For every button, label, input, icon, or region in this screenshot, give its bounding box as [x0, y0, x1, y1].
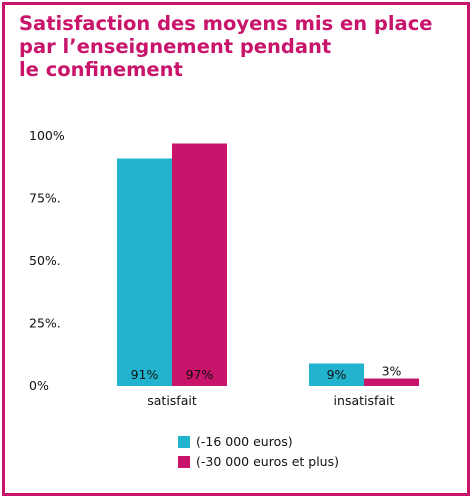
chart-title-line-2: par l’enseignement pendant [19, 35, 332, 58]
bar-labels: 91% 97% 9% 3% [131, 364, 402, 383]
bar-label-insatisfait-series-2: 3% [382, 364, 402, 379]
legend-label-series-1: (-16 000 euros) [196, 434, 293, 449]
chart-title-line-1: Satisfaction des moyens mis en place [19, 12, 433, 35]
category-label-insatisfait: insatisfait [334, 393, 395, 408]
bar-label-satisfait-series-2: 97% [186, 367, 214, 382]
bar-label-satisfait-series-1: 91% [131, 367, 159, 382]
bar-satisfait-series-1 [117, 158, 172, 386]
y-axis: 100% 75%. 50%. 25%. 0% [29, 128, 65, 393]
legend-swatch-series-2 [178, 456, 190, 468]
category-label-satisfait: satisfait [147, 393, 197, 408]
legend-swatch-series-1 [178, 436, 190, 448]
bar-satisfait-series-2 [172, 143, 227, 386]
legend-item-series-1: (-16 000 euros) [178, 432, 339, 452]
chart-title-line-3: le confinement [19, 58, 183, 81]
y-tick-label-0: 100% [29, 128, 65, 143]
y-tick-label-1: 75%. [29, 191, 61, 206]
chart-title: Satisfaction des moyens mis en place par… [19, 12, 459, 81]
legend: (-16 000 euros) (-30 000 euros et plus) [178, 432, 339, 472]
bar-insatisfait-series-2 [364, 378, 419, 386]
y-tick-label-4: 0% [29, 378, 49, 393]
bar-insatisfait-series-1 [309, 363, 364, 386]
y-tick-label-3: 25%. [29, 316, 61, 331]
y-tick-label-2: 50%. [29, 253, 61, 268]
legend-label-series-2: (-30 000 euros et plus) [196, 454, 339, 469]
category-labels: satisfait insatisfait [147, 393, 394, 408]
legend-item-series-2: (-30 000 euros et plus) [178, 452, 339, 472]
bars [117, 143, 419, 386]
bar-label-insatisfait-series-1: 9% [327, 367, 347, 382]
